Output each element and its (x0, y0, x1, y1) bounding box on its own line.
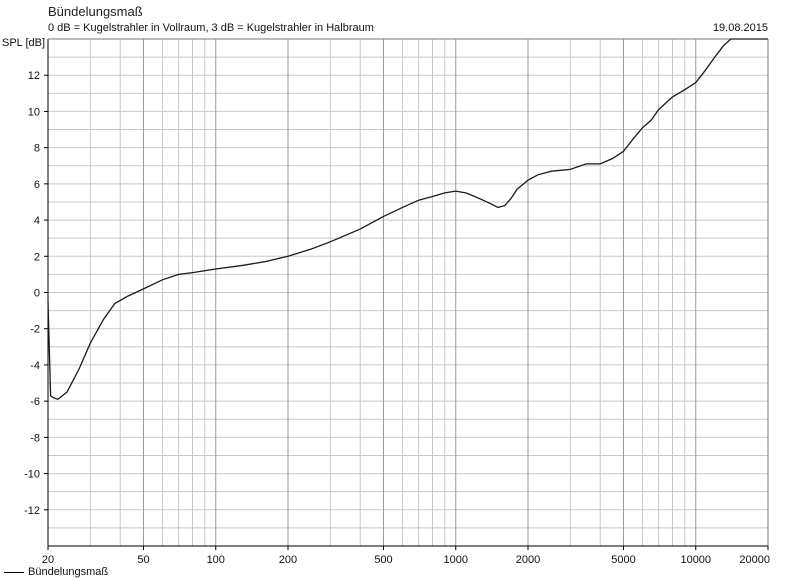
y-tick-label: -10 (24, 469, 40, 481)
x-tick-label: 20 (42, 554, 54, 566)
y-tick-label: 0 (34, 288, 40, 300)
y-tick-label: -6 (30, 396, 40, 408)
x-tick-label: 50 (137, 554, 149, 566)
series-line (47, 38, 768, 401)
x-tick-label: 1000 (444, 554, 468, 566)
chart-title: Bündelungsmaß (48, 4, 143, 19)
y-tick-label: 2 (34, 251, 40, 263)
y-tick-label: -12 (24, 505, 40, 517)
x-tick-label: 500 (374, 554, 392, 566)
chart-date: 19.08.2015 (712, 22, 768, 34)
y-axis-label: SPL [dB] (2, 37, 45, 49)
legend-line-swatch (4, 571, 24, 573)
y-tick-label: 6 (34, 179, 40, 191)
x-tick-label: 100 (207, 554, 225, 566)
y-tick-label: 8 (34, 143, 40, 155)
y-tick-label: 10 (28, 106, 40, 118)
x-tick-label: 200 (279, 554, 297, 566)
y-tick-label: -2 (30, 324, 40, 336)
y-tick-label: 4 (34, 215, 40, 227)
x-tick-label: 20000 (739, 554, 770, 566)
legend-label: Bündelungsmaß (28, 566, 109, 578)
y-tick-label: -8 (30, 432, 40, 444)
chart-legend: Bündelungsmaß (4, 566, 108, 578)
x-tick-label: 2000 (516, 554, 540, 566)
x-tick-label: 10000 (680, 554, 711, 566)
x-tick-label: 5000 (611, 554, 635, 566)
y-tick-label: 12 (28, 70, 40, 82)
chart-subtitle: 0 dB = Kugelstrahler in Vollraum, 3 dB =… (48, 22, 374, 34)
y-tick-label: -4 (30, 360, 40, 372)
